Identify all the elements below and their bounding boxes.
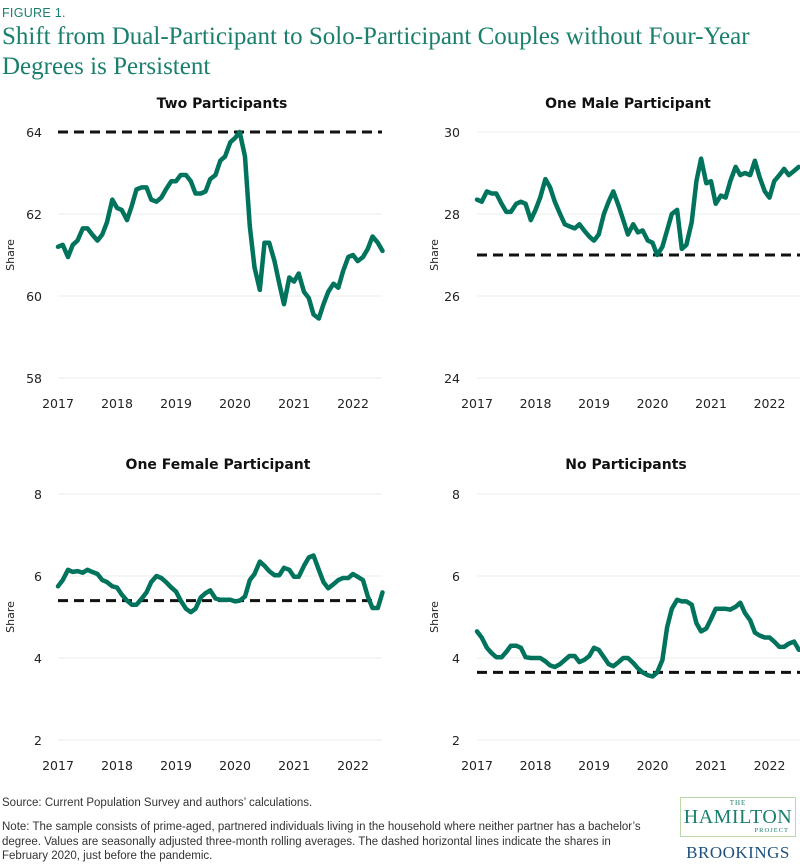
y-axis-label: Share: [4, 601, 17, 633]
panel-title: No Participants: [565, 457, 687, 473]
y-tick-label: 8: [452, 487, 460, 502]
x-tick-label: 2020: [219, 396, 251, 411]
y-tick-label: 24: [444, 371, 460, 386]
x-tick-label: 2017: [42, 396, 74, 411]
y-tick-label: 4: [34, 651, 42, 666]
y-axis-label: Share: [4, 239, 17, 271]
x-tick-label: 2017: [42, 758, 74, 773]
logo-the: THE: [729, 799, 747, 807]
panel-title: Two Participants: [157, 96, 288, 112]
x-tick-label: 2018: [101, 396, 133, 411]
x-tick-label: 2021: [278, 396, 310, 411]
x-tick-label: 2018: [101, 758, 133, 773]
y-tick-label: 6: [452, 569, 460, 584]
y-tick-label: 4: [452, 651, 460, 666]
x-tick-label: 2019: [578, 758, 610, 773]
x-tick-label: 2019: [160, 396, 192, 411]
y-tick-label: 2: [452, 733, 460, 748]
brookings-logo: BROOKINGS: [686, 843, 790, 862]
x-tick-label: 2021: [695, 758, 727, 773]
x-tick-label: 2019: [578, 396, 610, 411]
x-tick-label: 2022: [337, 758, 369, 773]
y-tick-label: 2: [34, 733, 42, 748]
x-tick-label: 2021: [278, 758, 310, 773]
y-tick-label: 8: [34, 487, 42, 502]
x-tick-label: 2018: [520, 396, 552, 411]
figure-title: Shift from Dual-Participant to Solo-Part…: [2, 23, 750, 80]
x-tick-label: 2020: [219, 758, 251, 773]
x-tick-label: 2022: [337, 396, 369, 411]
panel-title: One Male Participant: [545, 96, 711, 112]
y-tick-label: 62: [26, 207, 42, 222]
y-axis-label: Share: [428, 239, 441, 271]
x-tick-label: 2019: [160, 758, 192, 773]
figure-label: FIGURE 1.: [2, 6, 66, 20]
x-tick-label: 2017: [461, 758, 493, 773]
x-tick-label: 2020: [637, 758, 669, 773]
x-tick-label: 2020: [637, 396, 669, 411]
y-tick-label: 60: [26, 289, 42, 304]
series-line: [55, 129, 385, 321]
hamilton-brookings-logo: THE HAMILTON PROJECT BROOKINGS: [678, 797, 798, 867]
hamilton-project-logo: THE HAMILTON PROJECT: [680, 797, 796, 837]
y-tick-label: 64: [26, 125, 42, 140]
y-tick-label: 6: [34, 569, 42, 584]
x-tick-label: 2022: [754, 396, 786, 411]
y-tick-label: 58: [26, 371, 42, 386]
x-tick-label: 2017: [461, 396, 493, 411]
y-tick-label: 30: [444, 125, 460, 140]
source-note: Source: Current Population Survey and au…: [2, 797, 313, 809]
panel-title: One Female Participant: [126, 457, 311, 473]
logo-project: PROJECT: [754, 827, 789, 834]
y-axis-label: Share: [428, 601, 441, 633]
series-line: [474, 597, 800, 679]
logo-hamilton: HAMILTON: [683, 806, 793, 828]
x-tick-label: 2022: [754, 758, 786, 773]
series-line: [55, 553, 385, 615]
y-tick-label: 28: [444, 207, 460, 222]
x-tick-label: 2021: [695, 396, 727, 411]
methodology-note: Note: The sample consists of prime-aged,…: [2, 821, 641, 862]
series-line: [474, 156, 800, 258]
x-tick-label: 2018: [520, 758, 552, 773]
y-tick-label: 26: [444, 289, 460, 304]
